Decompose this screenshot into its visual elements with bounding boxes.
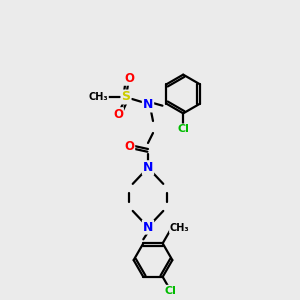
Text: CH₃: CH₃: [170, 223, 190, 233]
Text: O: O: [124, 72, 134, 85]
Text: Cl: Cl: [177, 124, 189, 134]
Text: O: O: [113, 108, 123, 121]
Text: CH₃: CH₃: [88, 92, 108, 102]
Text: Cl: Cl: [165, 286, 177, 296]
Text: N: N: [143, 98, 153, 112]
Text: S: S: [122, 91, 130, 103]
Text: O: O: [124, 140, 134, 152]
Text: N: N: [143, 220, 153, 234]
Text: N: N: [143, 161, 153, 174]
